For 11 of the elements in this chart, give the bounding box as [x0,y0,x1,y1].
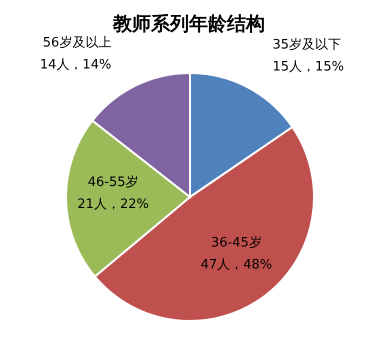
chart-title: 教师系列年龄结构 [112,13,265,35]
data-label: 47人，48% [200,257,272,272]
data-label: 14人，14% [40,58,112,73]
data-label: 15人，15% [272,60,344,75]
slice: 46-55岁 21人，22% [65,120,191,278]
slice-label: 35岁及以下 [272,38,342,53]
slice-label: 36-45岁 [211,235,262,250]
slice-label: 46-55岁 [88,175,139,190]
data-label: 21人，22% [77,197,149,212]
slice-label: 56岁及以上 [42,36,112,51]
slice: 35岁及以下 15人，15% [189,38,344,198]
